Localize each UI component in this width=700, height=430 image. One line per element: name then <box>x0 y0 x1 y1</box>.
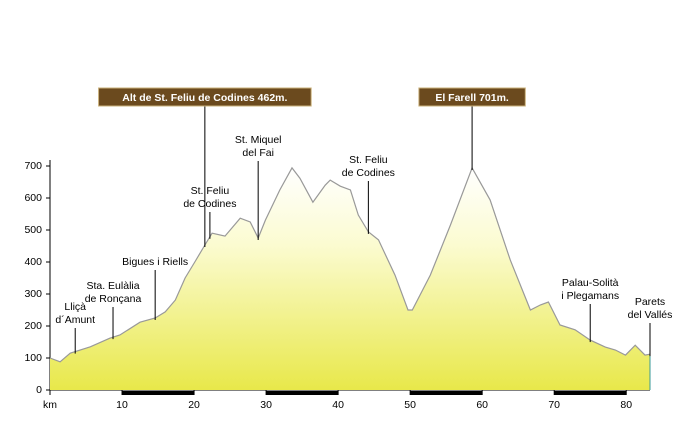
x-tick-label: 70 <box>548 399 560 411</box>
y-tick-label: 600 <box>24 192 42 204</box>
annotation-text: El Farell 701m. <box>435 92 509 104</box>
y-tick-label: 100 <box>24 352 42 364</box>
x-tick-label: 50 <box>404 399 416 411</box>
y-tick-label: 400 <box>24 256 42 268</box>
x-tick-label: km <box>43 399 57 411</box>
y-tick-label: 200 <box>24 320 42 332</box>
annotation-text: St. Feliu <box>191 185 230 197</box>
annotation-text: St. Feliu <box>349 154 388 166</box>
distance-band <box>554 391 627 395</box>
annotation: El Farell 701m. <box>418 87 526 170</box>
annotation: Bigues i Riells <box>122 256 188 320</box>
distance-band <box>410 391 483 395</box>
annotation-text: d´Amunt <box>55 314 95 326</box>
annotation-text: del Fai <box>242 147 274 159</box>
x-tick-label: 30 <box>260 399 272 411</box>
annotation-text: Lliçà <box>64 301 86 313</box>
annotation-text: Sta. Eulàlia <box>86 280 139 292</box>
y-tick-label: 0 <box>36 384 42 396</box>
y-tick-label: 700 <box>24 160 42 172</box>
x-tick-label: 10 <box>116 399 128 411</box>
annotation-text: de Codines <box>183 198 236 210</box>
annotation-text: del Vallés <box>628 309 673 321</box>
annotation: Alt de St. Feliu de Codines 462m. <box>98 87 312 248</box>
annotation-text: i Plegamans <box>561 290 619 302</box>
annotation-text: de Ronçana <box>85 293 142 305</box>
y-tick-label: 500 <box>24 224 42 236</box>
annotation-box <box>418 87 526 107</box>
x-tick-label: 40 <box>332 399 344 411</box>
annotation-text: de Codines <box>342 167 395 179</box>
y-tick-label: 300 <box>24 288 42 300</box>
annotation-text: St. Miquel <box>235 134 282 146</box>
profile-area <box>50 167 650 390</box>
x-tick-label: 60 <box>476 399 488 411</box>
distance-band <box>122 391 195 395</box>
profile-line <box>49 166 651 363</box>
annotation-text: Palau-Solità <box>562 277 619 289</box>
x-tick-label: 20 <box>188 399 200 411</box>
annotation-text: Bigues i Riells <box>122 256 188 268</box>
distance-band <box>266 391 339 395</box>
annotation-text: Alt de St. Feliu de Codines 462m. <box>122 92 287 104</box>
x-tick-label: 80 <box>620 399 632 411</box>
annotation-box <box>98 87 312 107</box>
annotation-text: Parets <box>635 296 665 308</box>
